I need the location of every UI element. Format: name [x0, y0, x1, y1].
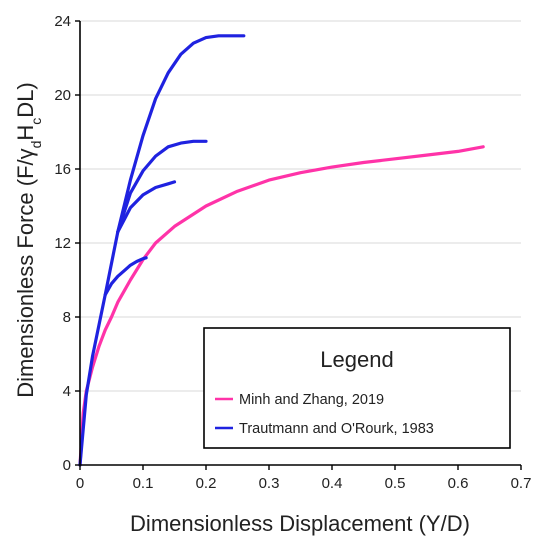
x-tick-label-2: 0.2 [196, 475, 217, 492]
series-line-4 [103, 256, 148, 297]
y-tick-label-3: 12 [54, 235, 71, 252]
legend-box [203, 327, 511, 449]
x-tick-label-1: 0.1 [133, 475, 154, 492]
y-label-sub-c: c [28, 118, 44, 125]
tick-labels: 0 0.1 0.2 0.3 0.4 0.5 0.6 0.7 0 4 8 12 16 20 24 [54, 13, 531, 492]
series-line-0 [78, 145, 485, 467]
x-tick-label-3: 0.3 [259, 475, 280, 492]
series-line-3 [116, 180, 177, 234]
legend-label-trautmann: Trautmann and O'Rourk, 1983 [239, 421, 434, 437]
y-tick-label-6: 24 [54, 13, 71, 30]
legend-label-minh-zhang: Minh and Zhang, 2019 [239, 392, 384, 408]
y-label-sub-d: d [28, 141, 44, 149]
y-label-gamma: γ [13, 148, 38, 159]
y-label-h: H [13, 125, 38, 141]
x-axis-label: Dimensionless Displacement (Y/D) [130, 511, 470, 536]
x-tick-label-4: 0.4 [322, 475, 343, 492]
x-tick-label-7: 0.7 [511, 475, 532, 492]
x-tick-label-6: 0.6 [448, 475, 469, 492]
x-tick-label-0: 0 [76, 475, 84, 492]
x-tick-label-5: 0.5 [385, 475, 406, 492]
y-tick-label-4: 16 [54, 161, 71, 178]
y-tick-label-2: 8 [63, 309, 71, 326]
y-tick-label-1: 4 [63, 383, 71, 400]
y-tick-label-0: 0 [63, 457, 71, 474]
series-lines [78, 34, 485, 467]
series-line-1 [78, 34, 246, 467]
axes [75, 20, 522, 470]
legend: Legend Minh and Zhang, 2019 Trautmann an… [203, 327, 511, 449]
y-axis-label: Dimensionless Force (F/γdHcDL) [13, 82, 44, 398]
y-label-end: DL) [13, 82, 38, 117]
y-tick-label-5: 20 [54, 87, 71, 104]
y-label-part-1: Dimensionless Force (F/ [13, 158, 38, 397]
legend-title: Legend [320, 347, 393, 372]
series-line-2 [116, 139, 208, 234]
